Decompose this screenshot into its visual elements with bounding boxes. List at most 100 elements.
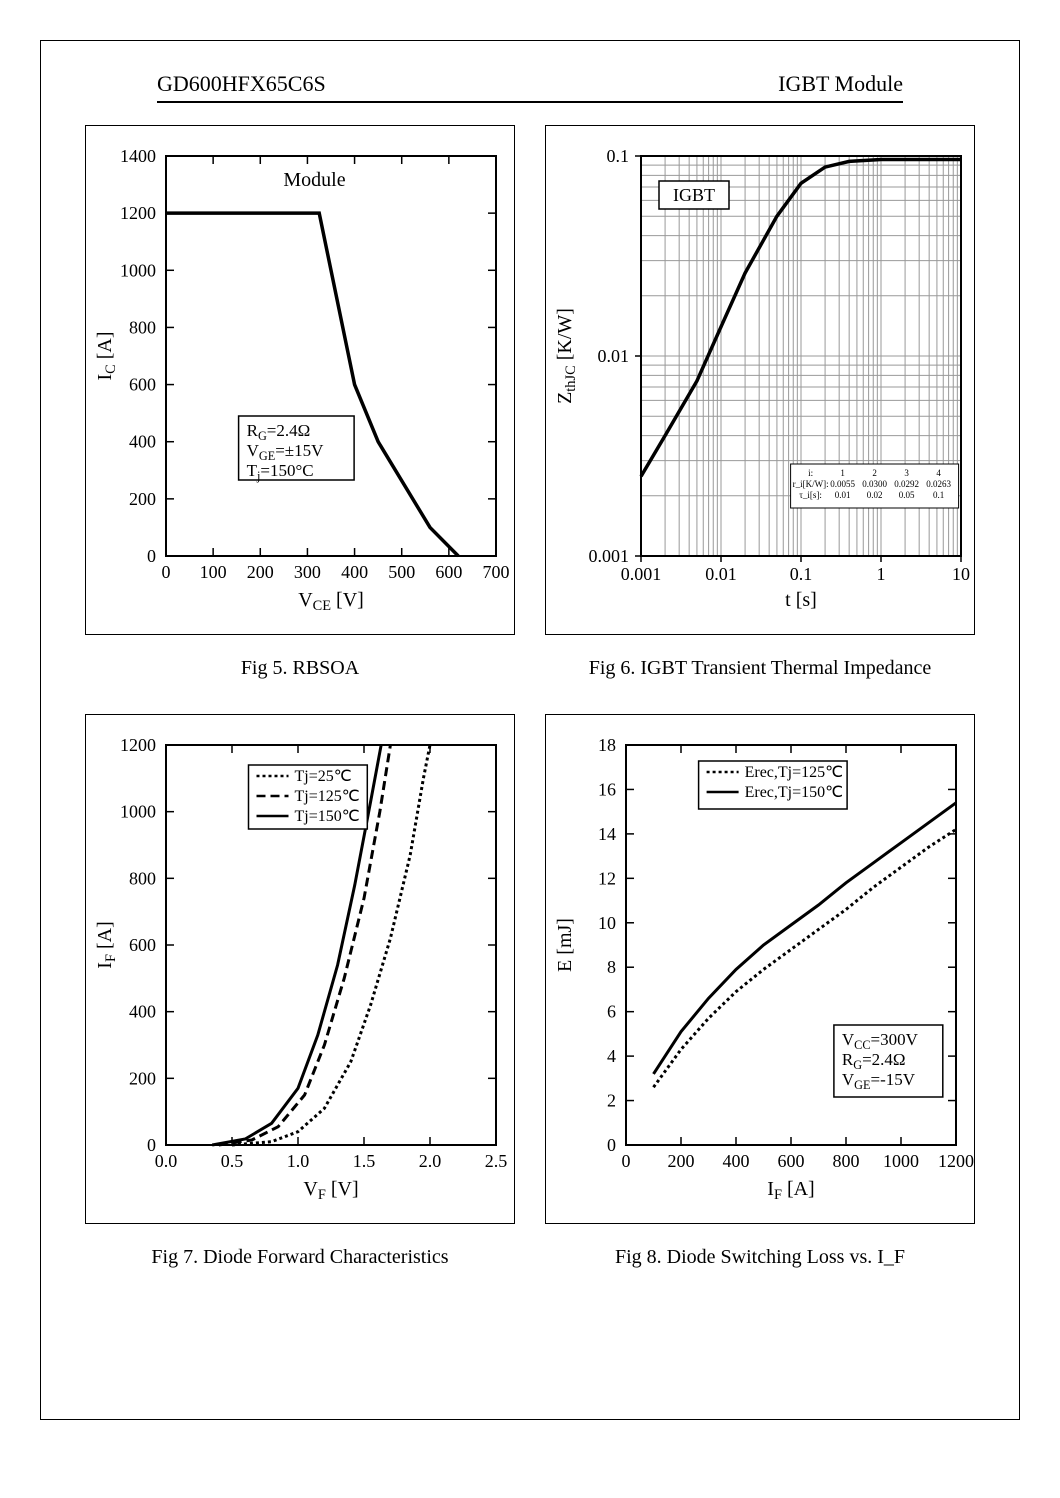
svg-text:VGE=-15V: VGE=-15V	[842, 1070, 916, 1092]
svg-text:1200: 1200	[120, 735, 156, 755]
svg-text:18: 18	[598, 735, 616, 755]
svg-text:8: 8	[607, 957, 616, 977]
svg-text:2: 2	[872, 468, 877, 478]
svg-text:3: 3	[904, 468, 909, 478]
svg-text:1: 1	[840, 468, 845, 478]
svg-text:1200: 1200	[120, 203, 156, 223]
svg-text:1000: 1000	[120, 802, 156, 822]
svg-text:0.1: 0.1	[607, 146, 630, 166]
fig6-caption: Fig 6. IGBT Transient Thermal Impedance	[537, 657, 983, 680]
svg-text:Tj=125℃: Tj=125℃	[295, 788, 360, 805]
svg-text:1.5: 1.5	[353, 1151, 376, 1171]
part-number: GD600HFX65C6S	[157, 71, 326, 97]
svg-text:τ_i[s]:: τ_i[s]:	[799, 490, 822, 500]
svg-text:0.1: 0.1	[933, 490, 944, 500]
svg-text:IF [A]: IF [A]	[94, 921, 119, 968]
svg-text:0.0263: 0.0263	[926, 479, 951, 489]
svg-text:14: 14	[598, 824, 616, 844]
svg-text:0: 0	[622, 1151, 631, 1171]
svg-text:12: 12	[598, 868, 616, 888]
svg-text:Tj=150°C: Tj=150°C	[247, 461, 314, 483]
svg-text:100: 100	[200, 562, 227, 582]
svg-text:1000: 1000	[120, 260, 156, 280]
svg-text:800: 800	[129, 317, 156, 337]
svg-text:1400: 1400	[120, 146, 156, 166]
svg-text:VF [V]: VF [V]	[303, 1178, 358, 1203]
svg-text:IF [A]: IF [A]	[767, 1178, 814, 1203]
fig6-chart: 0.001 0.01 0.1 1 10 0.001 0.01 0.1 t [s] ZthJC [K…	[545, 125, 975, 635]
product-type: IGBT Module	[778, 71, 903, 97]
svg-text:200: 200	[129, 489, 156, 509]
svg-text:i:: i:	[808, 468, 813, 478]
svg-text:1200: 1200	[938, 1151, 974, 1171]
svg-text:600: 600	[778, 1151, 805, 1171]
fig7-caption: Fig 7. Diode Forward Characteristics	[77, 1246, 523, 1269]
fig8-chart: 0 200 400 600 800 1000 1200 0 2 4 6 8 10 12 14 16 18 IF […	[545, 714, 975, 1224]
svg-text:16: 16	[598, 779, 616, 799]
svg-text:2.0: 2.0	[419, 1151, 442, 1171]
svg-text:Tj=25℃: Tj=25℃	[295, 768, 352, 785]
svg-text:VCE [V]: VCE [V]	[298, 589, 364, 614]
svg-text:VCC=300V: VCC=300V	[842, 1030, 919, 1052]
svg-text:800: 800	[833, 1151, 860, 1171]
svg-text:RG=2.4Ω: RG=2.4Ω	[842, 1050, 906, 1072]
svg-text:200: 200	[247, 562, 274, 582]
svg-text:800: 800	[129, 868, 156, 888]
svg-text:VGE=±15V: VGE=±15V	[247, 441, 325, 463]
svg-text:0.5: 0.5	[221, 1151, 244, 1171]
svg-text:500: 500	[388, 562, 415, 582]
svg-text:RG=2.4Ω: RG=2.4Ω	[247, 421, 311, 443]
svg-text:IC [A]: IC [A]	[94, 331, 119, 380]
fig5-chart: 0 100 200 300 400 500 600 700 0 200 400 600 800 1000 1…	[85, 125, 515, 635]
svg-text:2: 2	[607, 1091, 616, 1111]
svg-text:IGBT: IGBT	[673, 185, 715, 205]
svg-text:0.0292: 0.0292	[894, 479, 919, 489]
svg-text:700: 700	[483, 562, 510, 582]
svg-text:0.001: 0.001	[589, 546, 630, 566]
svg-text:300: 300	[294, 562, 321, 582]
svg-text:0: 0	[162, 562, 171, 582]
svg-text:0.001: 0.001	[621, 564, 662, 584]
fig8-caption: Fig 8. Diode Switching Loss vs. I_F	[537, 1246, 983, 1269]
svg-text:0.01: 0.01	[835, 490, 851, 500]
svg-text:400: 400	[723, 1151, 750, 1171]
fig7-chart: 0.0 0.5 1.0 1.5 2.0 2.5 0 200 400 600 800 1000 1200 V…	[85, 714, 515, 1224]
svg-text:Module: Module	[283, 169, 345, 191]
svg-text:1000: 1000	[883, 1151, 919, 1171]
svg-text:Erec,Tj=150℃: Erec,Tj=150℃	[745, 784, 844, 801]
svg-text:200: 200	[129, 1068, 156, 1088]
svg-text:E [mJ]: E [mJ]	[554, 918, 576, 972]
svg-text:10: 10	[598, 913, 616, 933]
svg-text:ZthJC [K/W]: ZthJC [K/W]	[554, 308, 579, 404]
svg-text:400: 400	[129, 1002, 156, 1022]
svg-text:0.0055: 0.0055	[830, 479, 855, 489]
svg-text:1.0: 1.0	[287, 1151, 310, 1171]
svg-text:1: 1	[877, 564, 886, 584]
svg-text:0.01: 0.01	[705, 564, 737, 584]
svg-text:0: 0	[147, 1135, 156, 1155]
svg-text:0.0300: 0.0300	[862, 479, 887, 489]
svg-text:10: 10	[952, 564, 970, 584]
svg-text:400: 400	[341, 562, 368, 582]
svg-text:0.05: 0.05	[899, 490, 915, 500]
svg-text:600: 600	[129, 375, 156, 395]
svg-text:Tj=150℃: Tj=150℃	[295, 808, 360, 825]
svg-text:r_i[K/W]:: r_i[K/W]:	[793, 479, 829, 489]
svg-text:0: 0	[607, 1135, 616, 1155]
svg-text:600: 600	[435, 562, 462, 582]
svg-text:2.5: 2.5	[485, 1151, 508, 1171]
svg-text:200: 200	[668, 1151, 695, 1171]
svg-text:0.01: 0.01	[598, 346, 630, 366]
svg-text:0.1: 0.1	[790, 564, 813, 584]
svg-text:600: 600	[129, 935, 156, 955]
svg-text:4: 4	[607, 1046, 616, 1066]
svg-text:400: 400	[129, 432, 156, 452]
svg-text:0.02: 0.02	[867, 490, 883, 500]
svg-text:t [s]: t [s]	[785, 589, 817, 611]
svg-text:6: 6	[607, 1002, 616, 1022]
svg-text:Erec,Tj=125℃: Erec,Tj=125℃	[745, 764, 844, 781]
svg-text:0.0: 0.0	[155, 1151, 178, 1171]
svg-text:4: 4	[936, 468, 941, 478]
svg-text:0: 0	[147, 546, 156, 566]
fig5-caption: Fig 5. RBSOA	[77, 657, 523, 680]
